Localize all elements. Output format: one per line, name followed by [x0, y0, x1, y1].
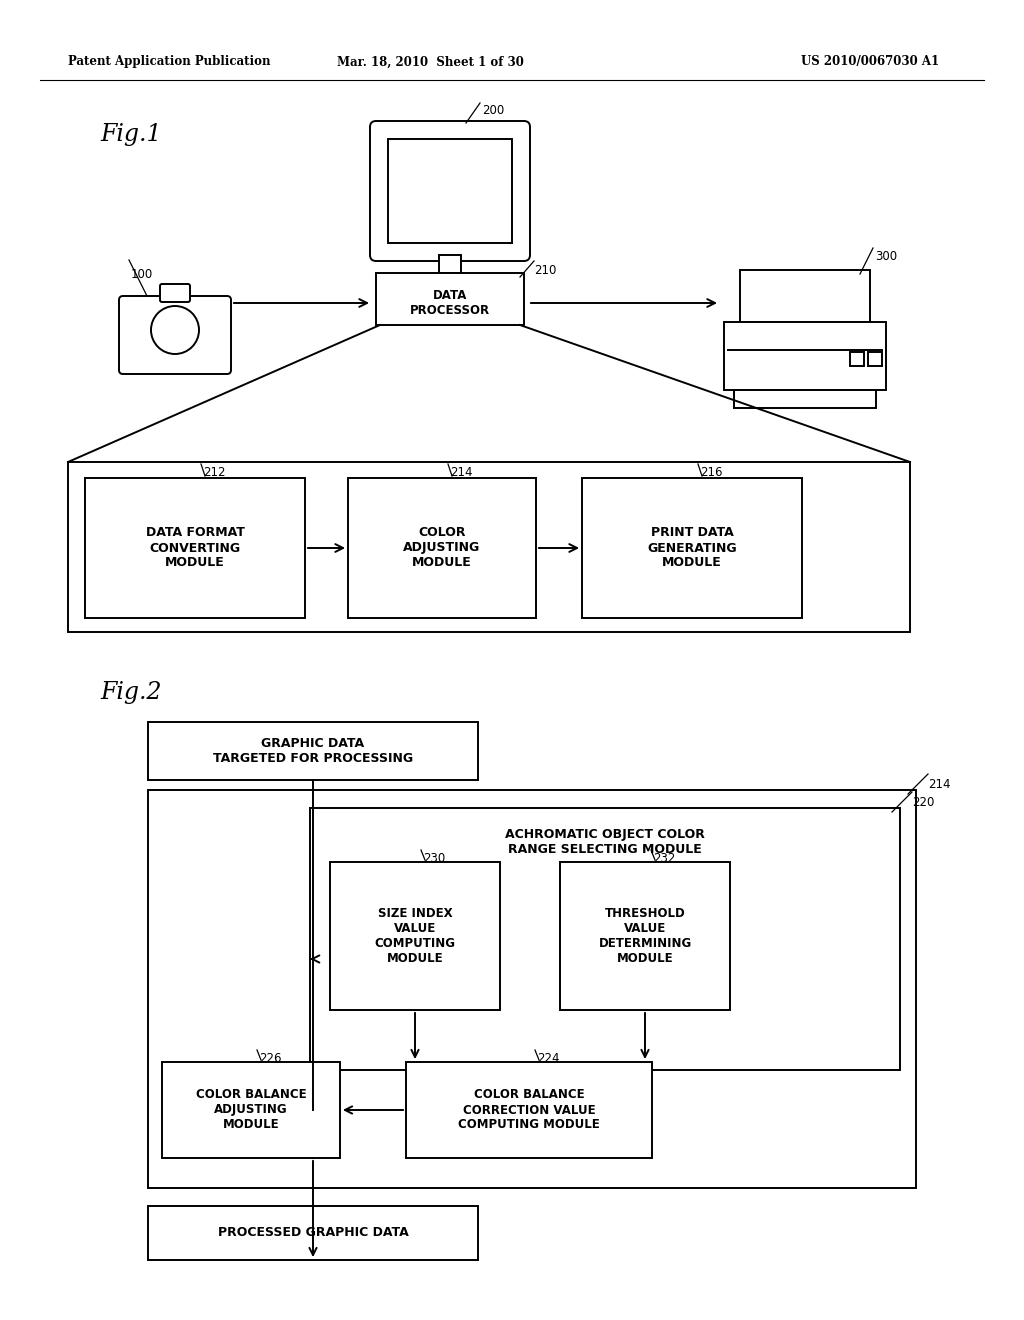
Text: COLOR
ADJUSTING
MODULE: COLOR ADJUSTING MODULE: [403, 527, 480, 569]
Bar: [740, 271, 870, 322]
Text: COLOR BALANCE
ADJUSTING
MODULE: COLOR BALANCE ADJUSTING MODULE: [196, 1089, 306, 1131]
Bar: [406, 1063, 652, 1158]
Text: 214: 214: [450, 466, 472, 479]
Text: Fig.2: Fig.2: [100, 681, 162, 705]
Text: 226: 226: [259, 1052, 282, 1064]
Text: 200: 200: [482, 104, 504, 117]
Bar: [439, 255, 461, 273]
Bar: [310, 808, 900, 1071]
Text: GRAPHIC DATA
TARGETED FOR PROCESSING: GRAPHIC DATA TARGETED FOR PROCESSING: [213, 737, 413, 766]
FancyBboxPatch shape: [160, 284, 190, 302]
Bar: [582, 478, 802, 618]
Bar: [868, 352, 882, 366]
Text: ACHROMATIC OBJECT COLOR
RANGE SELECTING MODULE: ACHROMATIC OBJECT COLOR RANGE SELECTING …: [505, 828, 705, 855]
Text: 220: 220: [912, 796, 934, 808]
Bar: [148, 722, 478, 780]
Text: Fig.1: Fig.1: [100, 124, 162, 147]
Bar: [148, 789, 916, 1188]
Bar: [560, 862, 730, 1010]
Text: 210: 210: [534, 264, 556, 277]
FancyBboxPatch shape: [119, 296, 231, 374]
Bar: [388, 139, 512, 243]
Bar: [734, 389, 876, 408]
Bar: [850, 352, 864, 366]
Text: SIZE INDEX
VALUE
COMPUTING
MODULE: SIZE INDEX VALUE COMPUTING MODULE: [375, 907, 456, 965]
Bar: [348, 478, 536, 618]
Text: 214: 214: [928, 777, 950, 791]
Text: DATA FORMAT
CONVERTING
MODULE: DATA FORMAT CONVERTING MODULE: [145, 527, 245, 569]
Bar: [330, 862, 500, 1010]
Text: 224: 224: [537, 1052, 559, 1064]
Text: US 2010/0067030 A1: US 2010/0067030 A1: [801, 55, 939, 69]
Text: 212: 212: [203, 466, 225, 479]
Bar: [724, 322, 886, 389]
Text: PRINT DATA
GENERATING
MODULE: PRINT DATA GENERATING MODULE: [647, 527, 737, 569]
Text: COLOR BALANCE
CORRECTION VALUE
COMPUTING MODULE: COLOR BALANCE CORRECTION VALUE COMPUTING…: [458, 1089, 600, 1131]
Text: 230: 230: [423, 851, 445, 865]
Text: 216: 216: [700, 466, 723, 479]
Bar: [85, 478, 305, 618]
FancyBboxPatch shape: [370, 121, 530, 261]
Text: 232: 232: [653, 851, 676, 865]
Bar: [376, 273, 524, 325]
Bar: [162, 1063, 340, 1158]
Text: PROCESSED GRAPHIC DATA: PROCESSED GRAPHIC DATA: [218, 1226, 409, 1239]
Text: Patent Application Publication: Patent Application Publication: [68, 55, 270, 69]
Bar: [68, 462, 910, 632]
Text: 300: 300: [874, 249, 897, 263]
Bar: [148, 1206, 478, 1261]
Text: THRESHOLD
VALUE
DETERMINING
MODULE: THRESHOLD VALUE DETERMINING MODULE: [598, 907, 691, 965]
Text: DATA
PROCESSOR: DATA PROCESSOR: [410, 289, 490, 317]
Text: 100: 100: [131, 268, 154, 281]
Text: Mar. 18, 2010  Sheet 1 of 30: Mar. 18, 2010 Sheet 1 of 30: [337, 55, 523, 69]
